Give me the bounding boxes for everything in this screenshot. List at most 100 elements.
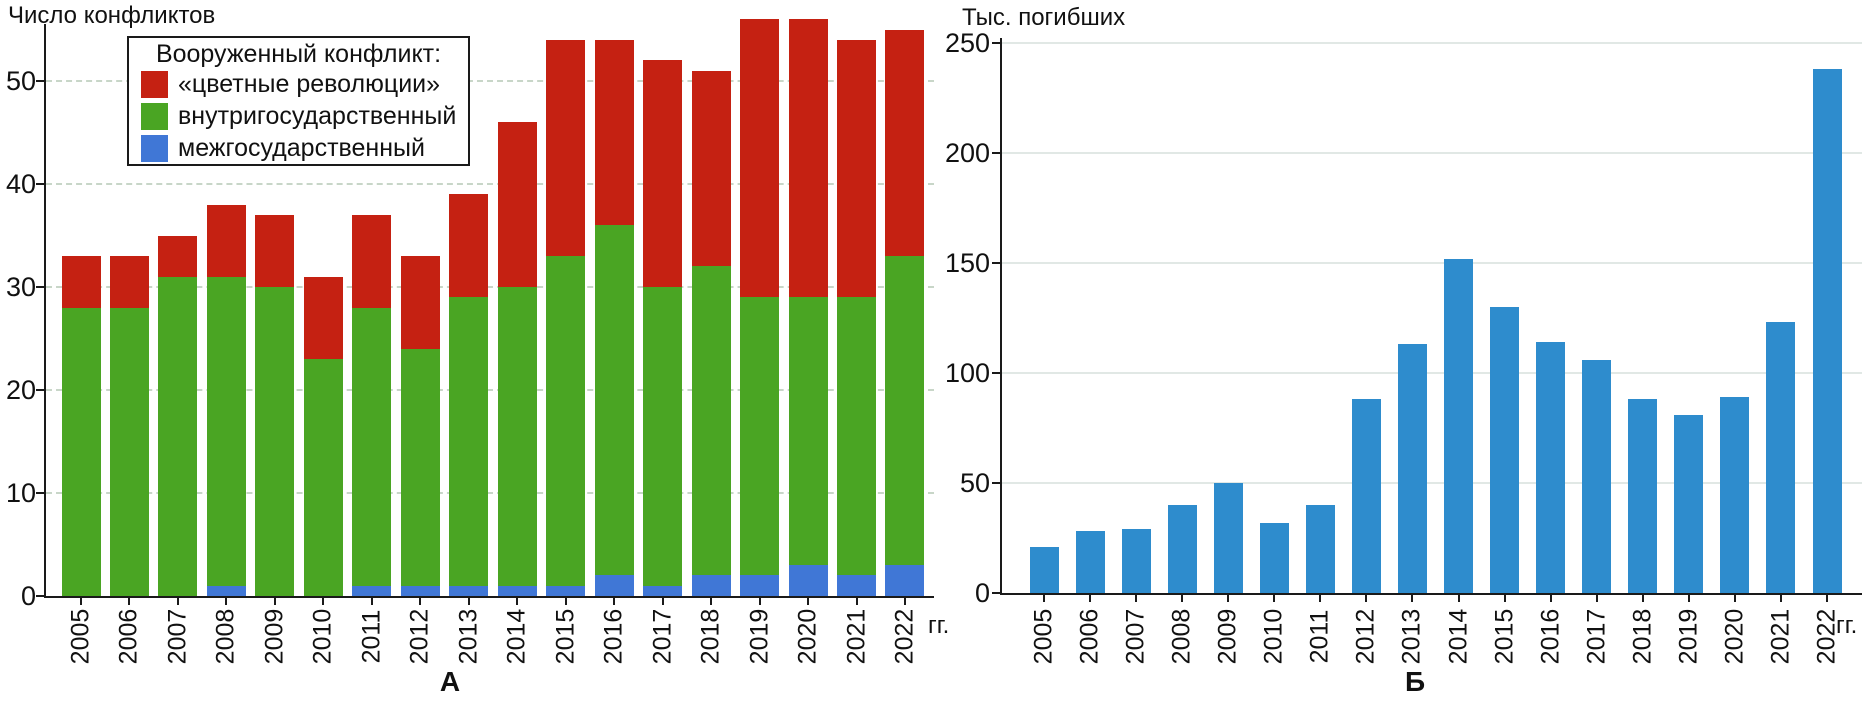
bar-segment — [109, 256, 149, 308]
x-tick — [273, 598, 276, 605]
bar-segment — [158, 276, 198, 596]
y-tick-label: 250 — [944, 28, 990, 58]
bar-segment — [400, 348, 440, 586]
bar-segment — [1766, 322, 1796, 593]
x-tick-label: 2020 — [1720, 608, 1749, 665]
bar-segment — [449, 585, 489, 596]
legend-row: межгосударственный — [129, 132, 468, 164]
bar-segment — [497, 585, 537, 596]
x-tick-label: 2017 — [1582, 608, 1611, 665]
x-tick-label: 2021 — [1766, 608, 1795, 665]
x-tick — [1181, 595, 1184, 602]
bar-segment — [1812, 69, 1842, 593]
y-tick-label: 0 — [974, 578, 990, 608]
legend-swatch-icon — [141, 102, 168, 130]
x-tick-label: 2019 — [1674, 608, 1703, 665]
x-tick — [1089, 595, 1092, 602]
bar-segment — [1720, 397, 1750, 593]
x-tick — [1227, 595, 1230, 602]
y-tick — [36, 492, 44, 494]
bar-segment — [837, 575, 877, 596]
x-tick-label: 2012 — [1351, 608, 1380, 665]
x-tick — [225, 598, 228, 605]
y-tick — [36, 286, 44, 288]
bar-segment — [788, 19, 828, 298]
bar-segment — [1121, 529, 1151, 593]
legend-swatch-icon — [141, 70, 168, 98]
y-tick-label: 50 — [959, 468, 990, 498]
y-tick — [992, 482, 1000, 484]
bar-segment — [1490, 307, 1520, 593]
x-tick — [128, 598, 131, 605]
y-tick — [992, 152, 1000, 154]
y-tick-label: 100 — [944, 358, 990, 388]
bar-segment — [546, 585, 586, 596]
x-tick — [322, 598, 325, 605]
grid-line-y150 — [1002, 262, 1862, 264]
bar-segment — [352, 585, 392, 596]
y-tick-label: 200 — [944, 138, 990, 168]
bar-segment — [255, 214, 295, 287]
chart-a-x-axis-unit-label: гг. — [928, 612, 950, 639]
bar-segment — [61, 307, 101, 596]
bar-segment — [643, 585, 683, 596]
bar-segment — [352, 214, 392, 308]
grid-line-y40 — [46, 183, 934, 185]
y-axis-line — [1000, 38, 1002, 595]
x-tick — [903, 598, 906, 605]
x-tick — [564, 598, 567, 605]
bar-segment — [885, 256, 925, 566]
bar-segment — [206, 276, 246, 586]
x-tick — [1826, 595, 1829, 602]
bar-segment — [1397, 344, 1427, 593]
x-tick — [1733, 595, 1736, 602]
y-tick — [992, 42, 1000, 44]
x-tick-label: 2006 — [1075, 608, 1104, 665]
x-tick — [661, 598, 664, 605]
x-tick — [1043, 595, 1045, 602]
bar-segment — [643, 60, 683, 287]
bar-segment — [1444, 258, 1474, 593]
x-tick — [1135, 595, 1138, 602]
chart-b-x-axis-unit-label: гг. — [1836, 612, 1858, 639]
bar-segment — [788, 297, 828, 566]
x-tick-label: 2016 — [1536, 608, 1565, 665]
y-tick — [36, 389, 44, 391]
bar-segment — [1213, 483, 1243, 593]
legend: Вооруженный конфликт: «цветные революции… — [127, 36, 470, 166]
y-tick-label: 30 — [5, 272, 36, 302]
bar-segment — [1536, 342, 1566, 593]
bar-segment — [206, 585, 246, 596]
x-tick — [176, 598, 179, 605]
bar-segment — [837, 39, 877, 298]
bar-segment — [594, 575, 634, 596]
bar-segment — [740, 297, 780, 576]
bar-segment — [546, 256, 586, 586]
y-tick — [36, 80, 44, 82]
legend-swatch-icon — [141, 134, 168, 162]
bar-segment — [303, 276, 343, 360]
x-tick-label: 2005 — [1029, 608, 1058, 665]
x-tick — [1411, 595, 1414, 602]
legend-row: «цветные революции» — [129, 68, 468, 100]
x-tick — [1641, 595, 1644, 602]
grid-line-y100 — [1002, 372, 1862, 374]
bar-segment — [1674, 414, 1704, 593]
bar-segment — [691, 575, 731, 596]
x-tick-label: 2010 — [1259, 608, 1288, 665]
grid-line-y10 — [46, 492, 934, 494]
grid-line-y30 — [46, 286, 934, 288]
x-tick-label: 2008 — [1167, 608, 1196, 665]
x-tick — [1687, 595, 1690, 602]
bar-segment — [837, 297, 877, 576]
x-tick — [855, 598, 858, 605]
x-tick — [807, 598, 810, 605]
chart-b-panel-label: Б — [1404, 666, 1426, 697]
bar-segment — [740, 19, 780, 298]
x-tick — [1595, 595, 1598, 602]
x-tick-label: 2007 — [1121, 608, 1150, 665]
x-tick-label: 2018 — [1628, 608, 1657, 665]
bar-segment — [1167, 505, 1197, 593]
